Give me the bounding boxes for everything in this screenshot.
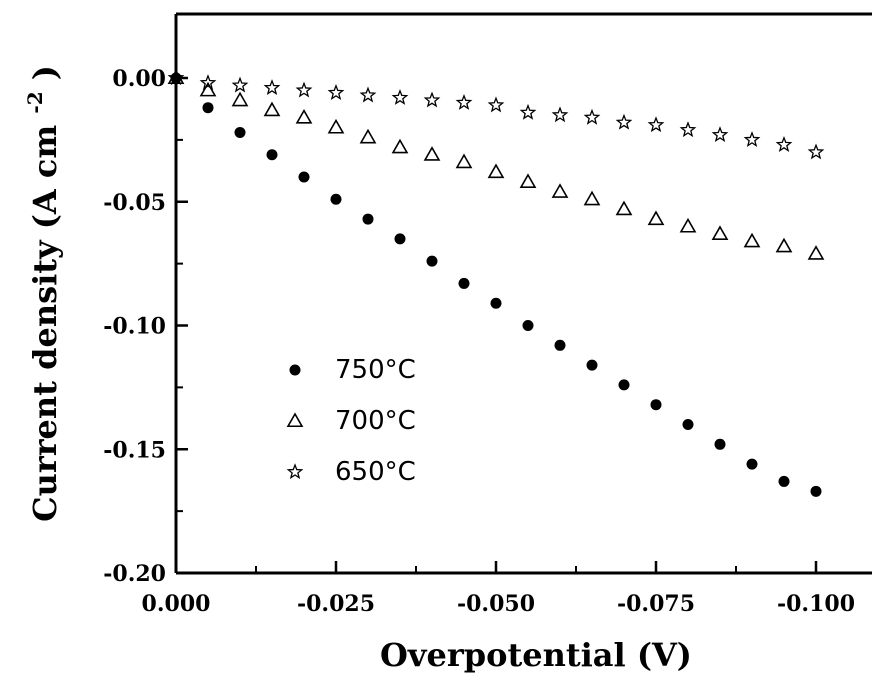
- data-point: [330, 193, 342, 205]
- data-point: [618, 379, 630, 391]
- data-point: [199, 74, 217, 91]
- data-point: [231, 91, 249, 107]
- data-point: [519, 173, 537, 188]
- data-point: [743, 131, 761, 148]
- legend-marker: [286, 412, 304, 428]
- legend-label: 750°C: [335, 355, 416, 385]
- data-point: [554, 339, 566, 351]
- series-2: [167, 69, 825, 160]
- data-point: [551, 106, 569, 123]
- data-point: [490, 297, 502, 309]
- data-point: [778, 475, 790, 487]
- data-point: [810, 485, 822, 497]
- series-1: [167, 69, 825, 260]
- data-point: [391, 88, 409, 105]
- data-point: [746, 458, 758, 470]
- legend: 750°C 700°C 650°C: [286, 355, 416, 487]
- data-point: [263, 101, 281, 117]
- data-point: [167, 69, 185, 85]
- data-point: [426, 255, 438, 267]
- data-point: [167, 69, 185, 86]
- y-tick-label: -0.05: [103, 190, 166, 216]
- data-point: [327, 118, 345, 134]
- legend-marker: [289, 364, 301, 376]
- x-axis-ticks: 0.000 -0.025 -0.050 -0.075 -0.100: [142, 561, 855, 617]
- data-point: [298, 171, 310, 183]
- y-axis-title: Current density (A cm -2 ): [12, 65, 64, 522]
- data-point: [455, 153, 473, 169]
- data-point: [202, 102, 214, 114]
- data-point: [586, 359, 598, 371]
- legend-label: 650°C: [335, 457, 416, 487]
- x-tick-label: 0.000: [142, 591, 211, 617]
- data-point: [487, 163, 505, 179]
- data-point: [295, 81, 313, 98]
- data-point: [775, 237, 793, 253]
- x-axis-title: Overpotential (V): [380, 636, 692, 674]
- data-point: [807, 245, 825, 260]
- x-tick-label: -0.025: [297, 591, 375, 617]
- data-point: [234, 126, 246, 138]
- x-tick-label: -0.075: [617, 591, 695, 617]
- data-point: [615, 200, 633, 216]
- y-tick-label: 0.00: [112, 66, 166, 92]
- data-point: [583, 190, 601, 206]
- y-axis-title-main: Current density (A cm: [26, 125, 64, 522]
- data-point: [647, 210, 665, 226]
- data-point: [391, 138, 409, 154]
- data-point: [455, 93, 473, 110]
- y-axis-title-close: ): [26, 65, 64, 80]
- data-point: [711, 225, 729, 240]
- data-point: [263, 79, 281, 96]
- data-point: [231, 76, 249, 93]
- data-point: [679, 217, 697, 233]
- legend-marker: [286, 463, 304, 480]
- data-point: [775, 136, 793, 152]
- data-point: [583, 108, 601, 125]
- data-point: [711, 126, 729, 143]
- data-point: [522, 320, 534, 331]
- series-layer: [167, 69, 825, 497]
- x-tick-label: -0.100: [777, 591, 855, 617]
- data-point: [551, 183, 569, 198]
- data-point: [458, 277, 470, 289]
- y-tick-label: -0.20: [103, 561, 166, 587]
- data-point: [647, 116, 665, 133]
- data-point: [487, 96, 505, 113]
- data-point: [743, 232, 761, 248]
- data-point: [359, 86, 377, 103]
- data-point: [362, 213, 374, 225]
- data-point: [423, 91, 441, 108]
- data-point: [359, 128, 377, 144]
- data-point: [807, 143, 825, 160]
- y-tick-label: -0.10: [103, 314, 166, 340]
- data-point: [650, 399, 662, 411]
- data-point: [327, 84, 345, 100]
- data-point: [266, 149, 278, 161]
- data-point: [682, 419, 694, 430]
- data-point: [679, 121, 697, 138]
- y-tick-label: -0.15: [103, 437, 166, 463]
- series-0: [170, 72, 822, 497]
- data-point: [519, 103, 537, 120]
- data-point: [423, 146, 441, 161]
- x-tick-label: -0.050: [457, 591, 535, 617]
- data-point: [714, 438, 726, 450]
- data-point: [199, 81, 217, 97]
- legend-label: 700°C: [335, 406, 416, 436]
- plot-frame: [174, 12, 872, 575]
- data-point: [394, 233, 406, 245]
- y-axis-title-superscript: -2: [23, 91, 47, 113]
- y-axis-ticks: 0.00 -0.05 -0.10 -0.15 -0.20: [103, 66, 188, 587]
- data-point: [295, 108, 313, 124]
- data-point: [615, 113, 633, 130]
